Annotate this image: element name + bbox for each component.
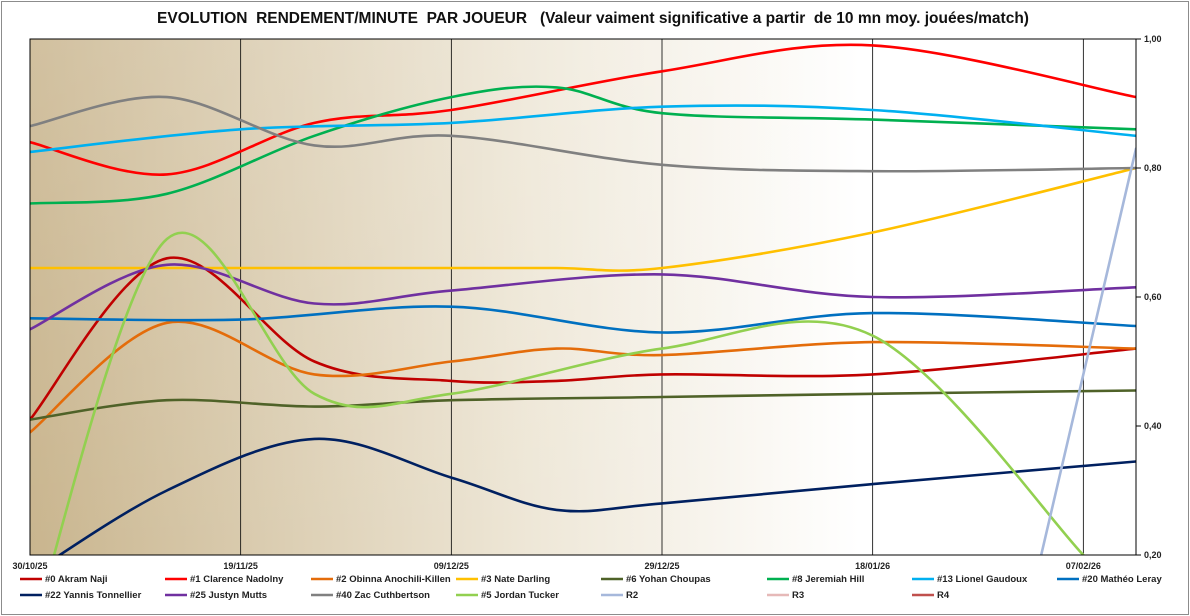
series-line-9 — [30, 263, 1136, 331]
x-tick-label: 29/12/25 — [644, 561, 679, 571]
y-tick-label: 0,40 — [1144, 421, 1162, 431]
y-tick-label: 0,60 — [1144, 292, 1162, 302]
series-line-11 — [52, 231, 1085, 555]
y-tick-label: 0,20 — [1144, 550, 1162, 560]
legend-label-5: #8 Jeremiah Hill — [792, 574, 864, 585]
legend-label-0: #0 Akram Naji — [45, 574, 108, 585]
legend-label-3: #3 Nate Darling — [481, 574, 550, 585]
x-tick-label: 19/11/25 — [223, 561, 258, 571]
legend-label-7: #20 Mathéo Leray — [1082, 574, 1162, 585]
legend-label-14: R4 — [937, 590, 950, 601]
x-tick-label: 07/02/26 — [1066, 561, 1101, 571]
chart-subtitle: (Valeur vaiment significative a partir d… — [539, 10, 1029, 27]
series-line-5 — [30, 85, 1136, 205]
series-line-2 — [30, 320, 1136, 434]
legend-label-4: #6 Yohan Choupas — [626, 574, 711, 585]
series-line-6 — [30, 104, 1136, 154]
legend-label-9: #25 Justyn Mutts — [190, 590, 267, 601]
legend-label-11: #5 Jordan Tucker — [481, 590, 559, 601]
legend-label-10: #40 Zac Cuthbertson — [336, 590, 430, 601]
legend-label-12: R2 — [626, 590, 638, 601]
series-line-10 — [30, 95, 1136, 173]
series-line-12 — [1039, 147, 1136, 555]
legend-label-8: #22 Yannis Tonnellier — [45, 590, 142, 601]
legend-label-2: #2 Obinna Anochili-Killen — [336, 574, 451, 585]
legend-label-13: R3 — [792, 590, 804, 601]
series-line-7 — [30, 305, 1136, 334]
series-line-4 — [30, 389, 1136, 421]
x-tick-label: 18/01/26 — [855, 561, 890, 571]
series-line-1 — [30, 43, 1136, 176]
legend-label-1: #1 Clarence Nadolny — [190, 574, 284, 585]
chart-title: EVOLUTION RENDEMENT/MINUTE PAR JOUEUR — [157, 10, 528, 27]
x-tick-label: 30/10/25 — [12, 561, 47, 571]
chart-title-block: EVOLUTION RENDEMENT/MINUTE PAR JOUEUR (V… — [0, 10, 1186, 28]
x-tick-label: 09/12/25 — [434, 561, 469, 571]
legend-label-6: #13 Lionel Gaudoux — [937, 574, 1028, 585]
y-tick-label: 1,00 — [1144, 34, 1162, 44]
series-line-8 — [57, 437, 1136, 555]
y-tick-label: 0,80 — [1144, 163, 1162, 173]
series-line-3 — [30, 166, 1136, 272]
